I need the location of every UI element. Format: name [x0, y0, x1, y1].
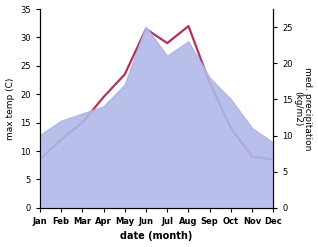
Y-axis label: med. precipitation
(kg/m2): med. precipitation (kg/m2) — [293, 67, 313, 150]
Y-axis label: max temp (C): max temp (C) — [5, 77, 15, 140]
X-axis label: date (month): date (month) — [121, 231, 193, 242]
